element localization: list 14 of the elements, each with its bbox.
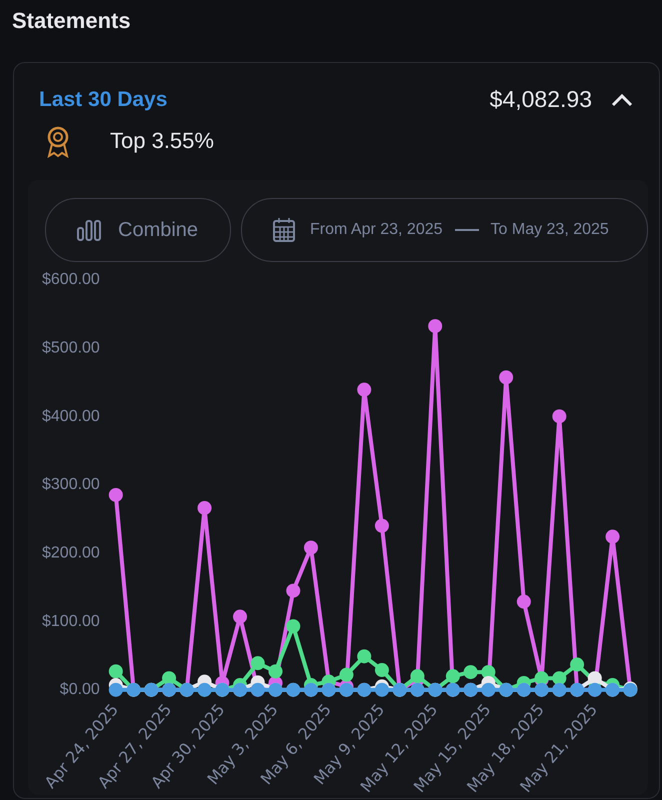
chart-title: Statements [12, 8, 131, 34]
text: $4,082.93 [490, 86, 592, 113]
text: To May 23, 2025 [490, 221, 609, 239]
y-tick-label: $100.00 [42, 612, 100, 630]
y-tick-label: $0.00 [60, 681, 100, 698]
text: Combine [118, 218, 198, 242]
y-tick-label: $300.00 [42, 476, 100, 494]
chart-subtitle: Last 30 Days [39, 88, 168, 112]
text: Top 3.55% [110, 128, 214, 154]
text: From Apr 23, 2025 [310, 221, 443, 239]
y-tick-label: $200.00 [42, 544, 100, 562]
y-tick-label: $400.00 [42, 408, 100, 425]
y-tick-label: $600.00 [42, 271, 100, 288]
y-tick-label: $500.00 [42, 339, 100, 356]
